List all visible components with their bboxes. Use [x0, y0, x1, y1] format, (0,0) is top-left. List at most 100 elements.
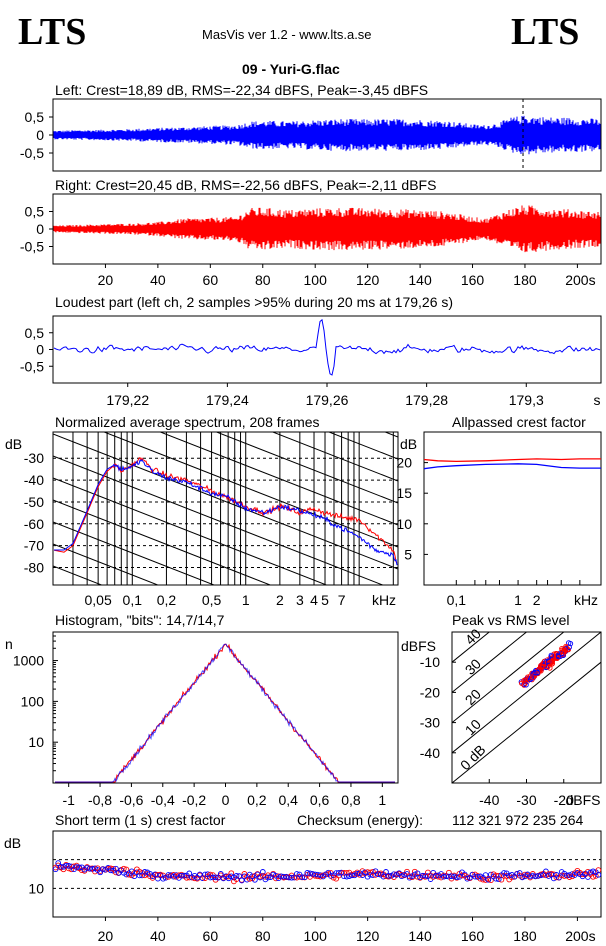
spectrum-xtick-label: 0,1 [123, 592, 143, 608]
histogram-ylabel: n [5, 636, 13, 652]
histogram-frame [52, 631, 399, 784]
short-crest-point [123, 871, 130, 878]
histogram-xtick-label: -1 [62, 792, 75, 808]
right-waveform-xtick-label: 160 [461, 272, 485, 288]
spectrum-slope-line [53, 477, 328, 585]
short-crest-point [330, 874, 337, 881]
short-crest-point [280, 873, 287, 880]
right-waveform-ytick-label: 0 [36, 221, 44, 237]
short-crest-point [493, 872, 499, 879]
peak-rms-point [563, 645, 570, 651]
short-crest-point [375, 871, 381, 877]
histogram-xtick-label: 0 [222, 792, 230, 808]
app-title: MasVis ver 1.2 - www.lts.a.se [202, 27, 372, 42]
allpassed-xunit: kHz [574, 592, 598, 608]
short-crest-point [509, 874, 515, 881]
short-crest-point [131, 870, 138, 876]
logo-right: LTS [511, 11, 580, 53]
peak-rms-point [523, 682, 529, 688]
allpassed-xtick-label: 0,1 [447, 592, 467, 608]
short-term-crest-title: Short term (1 s) crest factor [55, 812, 226, 828]
short-crest-point [569, 871, 576, 877]
short-crest-xtick-label: 200s [565, 928, 595, 944]
loudest-part-trace [53, 318, 601, 376]
spectrum-slope-line [53, 433, 398, 570]
short-crest-point [383, 869, 389, 875]
short-crest-point [343, 873, 350, 880]
allpassed-ytick-label: 10 [396, 516, 412, 532]
peak-rms-xunit: dBFS [565, 792, 600, 808]
short-crest-xtick-label: 120 [356, 928, 380, 944]
short-crest-point [55, 860, 62, 866]
loudest-part-xtick-label: 179,26 [306, 392, 349, 408]
peak-rms-point [538, 664, 545, 671]
right-waveform-trace [53, 205, 601, 253]
checksum-value: 112 321 972 235 264 [452, 812, 584, 828]
short-crest-point [283, 873, 290, 880]
spectrum-slope-line [53, 499, 272, 585]
short-crest-point [529, 872, 536, 879]
short-crest-point [354, 870, 361, 877]
short-crest-point [317, 872, 324, 879]
short-crest-point [362, 869, 368, 876]
loudest-part-ytick-label: -0,5 [20, 358, 44, 374]
short-crest-xtick-label: 40 [150, 928, 166, 944]
histogram-ytick-label: 1000 [13, 653, 44, 669]
short-crest-point [338, 869, 345, 876]
histogram-xtick-label: 0,2 [247, 792, 267, 808]
short-crest-point [110, 865, 117, 872]
spectrum-slope-line [271, 432, 398, 482]
short-crest-point [543, 872, 549, 879]
spectrum-ytick-label: -60 [24, 516, 44, 532]
short-crest-point [532, 873, 539, 880]
short-crest-point [472, 873, 478, 880]
short-crest-point [86, 865, 93, 872]
right-waveform-xtick-label: 20 [98, 272, 114, 288]
short-crest-point [459, 872, 465, 879]
short-crest-point [595, 871, 602, 878]
peak-rms-point [549, 658, 556, 664]
short-crest-point [270, 871, 277, 878]
right-waveform-title: Right: Crest=20,45 dB, RMS=-22,56 dBFS, … [55, 177, 437, 193]
short-crest-point [314, 873, 321, 880]
short-crest-point [587, 869, 594, 876]
short-crest-point [252, 876, 258, 883]
short-crest-point [217, 871, 224, 877]
loudest-part-xtick-label: 179,3 [509, 392, 544, 408]
peak-rms-point [561, 649, 568, 655]
loudest-part-title: Loudest part (left ch, 2 samples >95% du… [55, 294, 454, 310]
histogram-xtick-label: -0,2 [182, 792, 206, 808]
peak-rms-point [556, 653, 562, 660]
allpassed-ylabel: dB [400, 436, 417, 452]
spectrum-frame [52, 431, 399, 586]
peak-rms-crest-line [452, 632, 565, 724]
spectrum-xtick-label: 2 [276, 592, 284, 608]
right-waveform-xtick-label: 80 [255, 272, 271, 288]
short-crest-point [99, 866, 106, 873]
spectrum-slope-line [327, 432, 398, 460]
short-crest-point [404, 868, 410, 875]
histogram-xtick-label: 0,4 [278, 792, 298, 808]
spectrum-xtick-label: 5 [321, 592, 329, 608]
allpassed-crest-title: Allpassed crest factor [452, 414, 586, 430]
histogram-ytick-label: 10 [28, 734, 44, 750]
short-crest-point [304, 870, 311, 876]
right-waveform-xtick-label: 120 [356, 272, 380, 288]
short-crest-point [495, 872, 502, 879]
short-crest-point [516, 870, 523, 876]
peak-rms-point [521, 678, 527, 684]
short-crest-point [464, 874, 471, 880]
file-name: 09 - Yuri-G.flac [242, 61, 340, 77]
histogram-ytick-label: 100 [21, 693, 45, 709]
short-crest-point [244, 876, 250, 883]
spectrum-xtick-label: 3 [296, 592, 304, 608]
short-crest-point [191, 875, 198, 882]
short-crest-point [113, 869, 119, 876]
short-crest-point [592, 873, 599, 879]
spectrum-slope-line [53, 455, 385, 585]
right-waveform-xtick-label: 60 [203, 272, 219, 288]
short-crest-point [464, 875, 471, 882]
loudest-part-ytick-label: 0 [36, 342, 44, 358]
short-crest-point [495, 876, 502, 883]
